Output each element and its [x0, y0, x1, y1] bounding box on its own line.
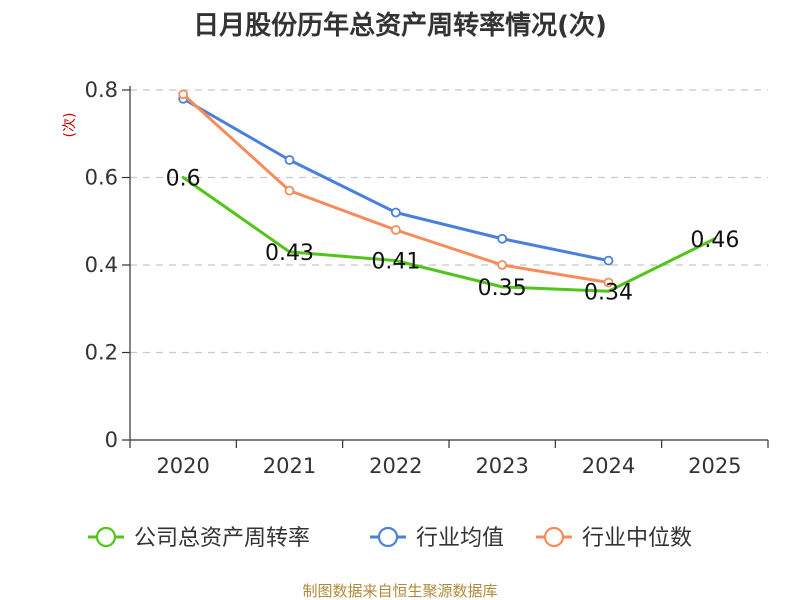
y-tick-label: 0.2: [85, 341, 118, 365]
series-layer: [178, 89, 717, 293]
data-point: [284, 155, 295, 165]
data-label: 0.35: [478, 276, 527, 301]
data-label: 0.34: [584, 280, 633, 305]
legend-marker: [543, 526, 565, 548]
chart-title: 日月股份历年总资产周转率情况(次): [193, 10, 607, 41]
x-tick-label: 2025: [688, 454, 741, 478]
y-tick-label: 0.4: [85, 253, 118, 277]
y-axis-label: (次): [62, 113, 78, 138]
x-tick-label: 2020: [156, 454, 209, 478]
data-point: [178, 89, 189, 100]
data-point: [390, 207, 401, 218]
series-line: [181, 176, 717, 293]
x-tick-label: 2024: [582, 454, 635, 478]
data-point: [497, 233, 508, 244]
legend-marker: [377, 526, 399, 548]
data-point: [284, 185, 295, 196]
data-label: 0.6: [166, 167, 201, 192]
grid: [130, 89, 768, 354]
data-label: 0.41: [371, 250, 420, 275]
x-tick-label: 2023: [475, 454, 528, 478]
data-label: 0.46: [690, 228, 739, 253]
y-tick-label: 0.6: [85, 166, 118, 190]
legend-label[interactable]: 行业中位数: [582, 526, 692, 551]
data-point: [603, 277, 614, 288]
legend[interactable]: 公司总资产周转率 行业均值 行业中位数: [88, 526, 692, 551]
y-tick-label: 0: [105, 428, 118, 452]
legend-label[interactable]: 行业均值: [416, 526, 504, 551]
axes: 0 0.2 0.4 0.6 0.8 2020 2021 2022 2023 2024 2025: [85, 78, 769, 478]
series-line: [181, 97, 610, 263]
legend-label[interactable]: 公司总资产周转率: [134, 526, 310, 551]
source-note: 制图数据来自恒生聚源数据库: [302, 582, 497, 600]
data-point: [603, 255, 614, 266]
data-point: [497, 260, 508, 270]
legend-marker: [95, 526, 117, 548]
x-tick-label: 2021: [263, 454, 316, 478]
data-labels: 0.6 0.43 0.41 0.35 0.34 0.46: [166, 167, 740, 306]
x-tick-label: 2022: [369, 454, 422, 478]
y-tick-label: 0.8: [85, 78, 118, 102]
data-label: 0.43: [265, 241, 314, 266]
data-point: [390, 225, 401, 235]
